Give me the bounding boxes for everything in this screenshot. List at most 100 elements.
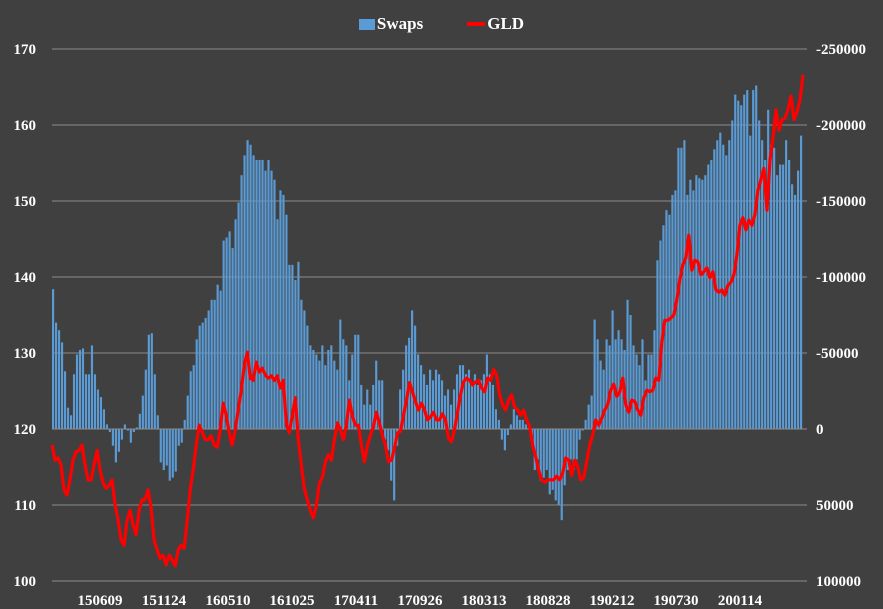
swaps-bar	[165, 429, 168, 466]
swaps-bar	[369, 404, 372, 429]
swaps-bar	[536, 429, 539, 460]
swaps-bar	[668, 214, 671, 429]
swaps-bar	[201, 322, 204, 429]
x-axis-tick-label: 160510	[206, 593, 251, 609]
swaps-bar	[596, 339, 599, 429]
swaps-bar	[84, 374, 88, 429]
legend-item-gld: GLD	[467, 14, 524, 34]
right-axis-tick-label: -150000	[816, 194, 866, 210]
swaps-bar	[752, 90, 755, 429]
swaps-bar	[686, 194, 689, 429]
x-axis-tick-label: 161025	[270, 593, 315, 609]
swaps-bar	[548, 429, 551, 495]
swaps-bar	[785, 140, 788, 429]
swaps-bar	[306, 325, 309, 429]
swaps-bar	[171, 429, 174, 478]
swaps-bar	[629, 315, 632, 429]
swaps-bar	[360, 384, 363, 429]
left-axis-tick-label: 110	[14, 498, 36, 514]
swaps-bar	[192, 365, 195, 429]
swaps-bar	[378, 380, 381, 429]
swaps-bar	[153, 374, 156, 429]
swaps-bar	[701, 179, 704, 429]
swaps-bar	[120, 429, 123, 440]
swaps-bar	[626, 299, 629, 429]
swaps-bar	[114, 429, 117, 463]
swaps-bar	[399, 389, 402, 429]
swaps-bar	[132, 429, 135, 433]
swaps-bar	[794, 194, 797, 429]
swaps-bar	[719, 132, 722, 429]
swaps-bar	[375, 360, 378, 429]
swaps-bar	[509, 424, 512, 429]
swaps-bar	[494, 409, 497, 429]
swaps-bar	[470, 384, 474, 429]
swaps-bar	[225, 237, 228, 429]
right-axis-tick-label: -100000	[816, 270, 866, 286]
swaps-bar	[69, 415, 73, 429]
swaps-bar	[240, 175, 243, 429]
swaps-bar	[671, 194, 674, 429]
swaps-bar	[150, 333, 153, 429]
swaps-bar	[324, 365, 327, 429]
swaps-bar	[554, 429, 557, 501]
swaps-bar	[243, 155, 246, 429]
swaps-bar	[776, 175, 779, 429]
swaps-bar	[710, 159, 713, 429]
swaps-bar	[614, 339, 617, 429]
swaps-bar	[195, 339, 198, 429]
swaps-bar	[506, 429, 509, 436]
swaps-bar	[545, 429, 548, 471]
swaps-bar	[764, 159, 767, 429]
legend-swatch-swaps	[358, 18, 375, 30]
swaps-bar	[279, 190, 282, 429]
swaps-bar	[704, 175, 707, 429]
gld-line	[50, 74, 805, 568]
swaps-bar	[740, 105, 743, 430]
swaps-bar	[384, 429, 387, 440]
swaps-bar	[354, 334, 357, 429]
swaps-bar	[294, 280, 297, 429]
swaps-bar	[524, 424, 527, 429]
swaps-bar	[755, 85, 758, 429]
x-axis-tick-label: 180828	[526, 593, 571, 609]
swaps-bar	[539, 429, 542, 481]
swaps-bar	[722, 144, 725, 429]
swaps-bar	[405, 345, 408, 429]
swaps-bar	[476, 384, 480, 429]
swaps-bar	[162, 429, 165, 471]
swaps-bar	[93, 374, 97, 429]
swaps-bar	[491, 384, 494, 429]
swaps-bar	[327, 349, 330, 429]
swaps-bar	[366, 389, 369, 429]
swaps-bar	[515, 415, 518, 429]
swaps-bar	[330, 345, 333, 429]
left-axis-tick-label: 150	[14, 194, 37, 210]
swaps-bar	[126, 429, 129, 431]
x-axis-tick-label: 190212	[590, 593, 635, 609]
swaps-bar	[303, 310, 306, 429]
swaps-bar	[746, 90, 749, 429]
swaps-bar	[578, 429, 581, 440]
swaps-bar	[72, 374, 76, 429]
swaps-bar	[749, 135, 752, 429]
swaps-bar	[635, 354, 638, 429]
swaps-bar	[446, 389, 450, 429]
swaps-bar	[318, 360, 321, 429]
swaps-bar	[297, 261, 300, 429]
swaps-bar	[566, 429, 569, 471]
swaps-bar	[414, 325, 417, 429]
swaps-bar	[66, 407, 70, 429]
swaps-bar	[680, 147, 683, 430]
right-axis-tick-label: 0	[816, 422, 824, 438]
swaps-bar	[261, 159, 264, 429]
right-axis-tick-label: 100000	[816, 574, 861, 590]
swaps-bar	[60, 342, 64, 429]
swaps-bar	[273, 179, 276, 429]
swaps-bar	[473, 374, 477, 429]
x-axis-tick-label: 150609	[78, 593, 123, 609]
swaps-bar	[105, 424, 109, 429]
swaps-bar	[123, 424, 126, 429]
swaps-bar	[249, 144, 252, 429]
